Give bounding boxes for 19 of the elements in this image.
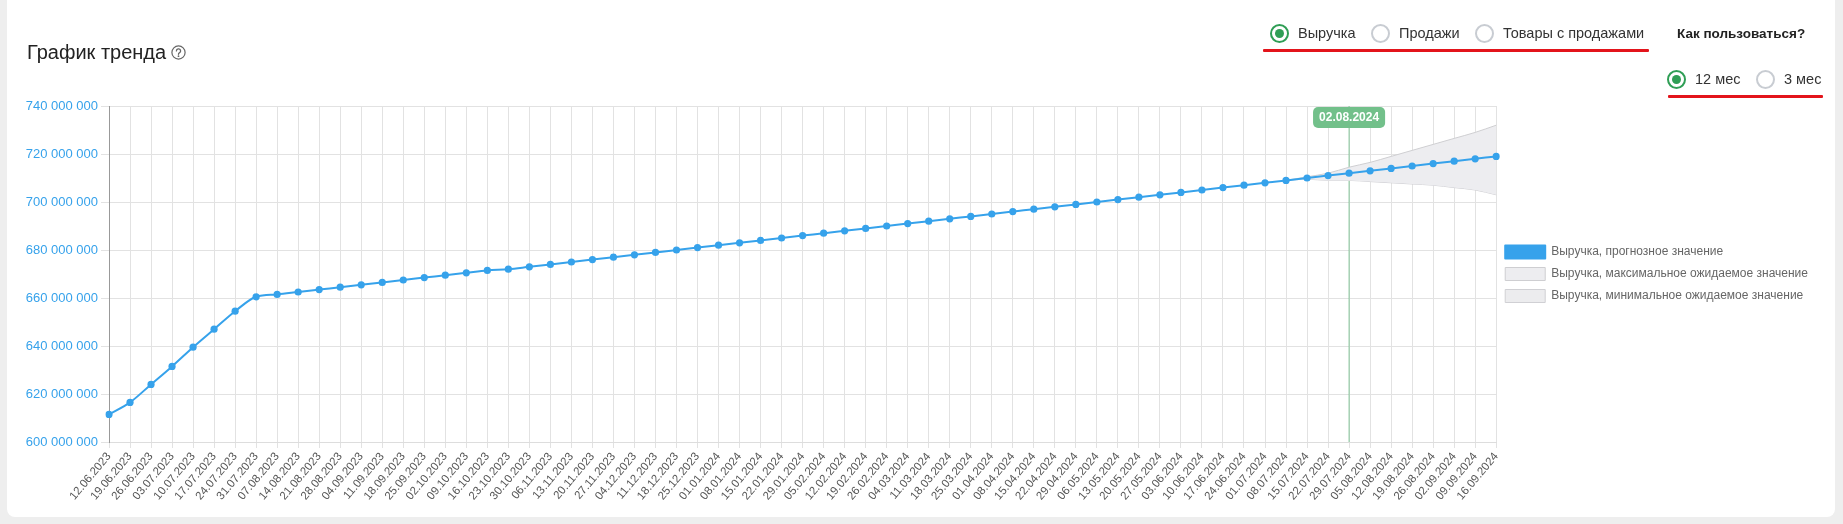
text: Как пользоваться?	[1677, 25, 1806, 41]
y-tick-label: 700 000 000	[25, 193, 98, 209]
text: Товары с продажами	[1503, 25, 1645, 41]
text: 12 мес	[1695, 71, 1741, 87]
text: 3 мес	[1784, 71, 1822, 87]
y-tick-label: 660 000 000	[25, 289, 98, 305]
y-tick-label: 680 000 000	[25, 241, 98, 257]
chart-title: График тренда	[27, 41, 167, 63]
y-tick-label: 640 000 000	[25, 337, 98, 353]
y-tick-label: 740 000 000	[25, 97, 98, 113]
text: Продажи	[1399, 25, 1460, 41]
legend-label: Выручка, прогнозное значение	[1551, 244, 1724, 259]
legend-label: Выручка, минимальное ожидаемое значение	[1551, 288, 1804, 303]
y-tick-label: 600 000 000	[25, 433, 98, 449]
text: Выручка	[1298, 25, 1356, 41]
ref-line-label: 02.08.2024	[1319, 110, 1380, 125]
y-tick-label: 620 000 000	[25, 385, 98, 401]
y-tick-label: 720 000 000	[25, 145, 98, 161]
legend-label: Выручка, максимальное ожидаемое значение	[1551, 266, 1809, 281]
